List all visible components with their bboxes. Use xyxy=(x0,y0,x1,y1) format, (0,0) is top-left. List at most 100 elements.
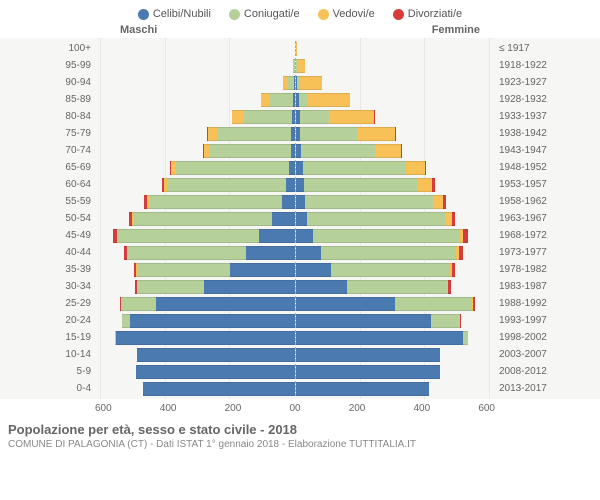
bar-segment xyxy=(137,280,205,294)
legend-item: Vedovi/e xyxy=(318,8,375,20)
age-label: 5-9 xyxy=(50,366,95,377)
age-row: 15-191998-2002 xyxy=(50,329,550,346)
bar-segment xyxy=(296,161,303,175)
bar-segment xyxy=(357,127,396,141)
bar-segment xyxy=(313,229,459,243)
legend: Celibi/NubiliConiugati/eVedovi/eDivorzia… xyxy=(0,0,600,24)
chart-subtitle: COMUNE DI PALAGONIA (CT) - Dati ISTAT 1°… xyxy=(8,439,592,450)
bar-segment xyxy=(425,161,427,175)
bar-segment xyxy=(473,297,475,311)
bar-segment xyxy=(130,314,294,328)
bar-segment xyxy=(116,331,295,345)
age-row: 70-741943-1947 xyxy=(50,142,550,159)
bar-segment xyxy=(305,195,434,209)
x-tick: 0 xyxy=(295,403,301,414)
age-row: 20-241993-1997 xyxy=(50,312,550,329)
bar-segment xyxy=(297,59,305,73)
bar-segment xyxy=(296,280,347,294)
age-row: 60-64 1953-1957 xyxy=(50,176,550,193)
bar-segment xyxy=(331,263,450,277)
bar-segment xyxy=(296,331,463,345)
bar-segment xyxy=(294,59,295,73)
bar-segment xyxy=(244,110,292,124)
age-label: 75-79 xyxy=(50,128,95,139)
birth-label: 1938-1942 xyxy=(495,128,550,139)
age-row: 95-991918-1922 xyxy=(50,57,550,74)
birth-label: 1948-1952 xyxy=(495,162,550,173)
bar-segment xyxy=(143,382,294,396)
bar-segment xyxy=(289,161,295,175)
age-row: 0-42013-2017 xyxy=(50,380,550,397)
age-label: 45-49 xyxy=(50,230,95,241)
bar-segment xyxy=(204,280,294,294)
x-tick: 200 xyxy=(349,403,366,414)
birth-label: ≤ 1917 xyxy=(495,43,550,54)
bar-segment xyxy=(293,93,295,107)
age-row: 80-84 1933-1937 xyxy=(50,108,550,125)
age-label: 30-34 xyxy=(50,281,95,292)
bar-segment xyxy=(122,314,130,328)
x-tick: 200 xyxy=(225,403,242,414)
bar-segment xyxy=(137,263,230,277)
bar-segment xyxy=(291,127,294,141)
bar-segment xyxy=(127,246,246,260)
legend-label: Divorziati/e xyxy=(408,8,462,20)
bar-segment xyxy=(375,144,401,158)
bar-segment xyxy=(282,195,295,209)
age-label: 85-89 xyxy=(50,94,95,105)
birth-label: 1928-1932 xyxy=(495,94,550,105)
bar-segment xyxy=(308,93,350,107)
bar-segment xyxy=(296,382,430,396)
bar-segment xyxy=(291,144,295,158)
legend-swatch xyxy=(229,9,240,20)
bar-segment xyxy=(329,110,374,124)
birth-label: 2008-2012 xyxy=(495,366,550,377)
bar-segment xyxy=(246,246,294,260)
bar-segment xyxy=(347,280,447,294)
bar-segment xyxy=(459,246,463,260)
bar-segment xyxy=(296,42,298,56)
bar-segment xyxy=(208,127,218,141)
bar-segment xyxy=(134,212,272,226)
bar-segment xyxy=(452,263,455,277)
age-row: 100+≤ 1917 xyxy=(50,40,550,57)
header-male: Maschi xyxy=(120,24,157,36)
age-row: 50-541963-1967 xyxy=(50,210,550,227)
bar-segment xyxy=(118,229,260,243)
bar-segment xyxy=(463,229,468,243)
bar-segment xyxy=(272,212,295,226)
bar-segment xyxy=(296,229,314,243)
bar-segment xyxy=(296,178,304,192)
age-label: 80-84 xyxy=(50,111,95,122)
legend-label: Vedovi/e xyxy=(333,8,375,20)
birth-label: 1933-1937 xyxy=(495,111,550,122)
bar-segment xyxy=(299,93,309,107)
age-row: 10-142003-2007 xyxy=(50,346,550,363)
bar-segment xyxy=(395,297,472,311)
age-label: 60-64 xyxy=(50,179,95,190)
bar-segment xyxy=(460,314,461,328)
bar-segment xyxy=(296,246,322,260)
bar-segment xyxy=(300,127,356,141)
bar-segment xyxy=(232,110,243,124)
population-pyramid: Fasce di età Anni di nascita 100+≤ 19179… xyxy=(0,38,600,399)
age-row: 45-491968-1972 xyxy=(50,227,550,244)
age-label: 70-74 xyxy=(50,145,95,156)
bar-segment xyxy=(321,246,456,260)
age-label: 35-39 xyxy=(50,264,95,275)
bar-segment xyxy=(304,178,418,192)
age-label: 15-19 xyxy=(50,332,95,343)
age-row: 85-89 1928-1932 xyxy=(50,91,550,108)
legend-swatch xyxy=(393,9,404,20)
bar-segment xyxy=(452,212,456,226)
legend-item: Celibi/Nubili xyxy=(138,8,211,20)
birth-label: 1953-1957 xyxy=(495,179,550,190)
age-label: 25-29 xyxy=(50,298,95,309)
age-row: 35-391978-1982 xyxy=(50,261,550,278)
age-label: 50-54 xyxy=(50,213,95,224)
bar-segment xyxy=(167,178,286,192)
x-tick: 600 xyxy=(478,403,495,414)
bar-segment xyxy=(296,365,441,379)
bar-segment xyxy=(150,195,282,209)
age-row: 55-591958-1962 xyxy=(50,193,550,210)
